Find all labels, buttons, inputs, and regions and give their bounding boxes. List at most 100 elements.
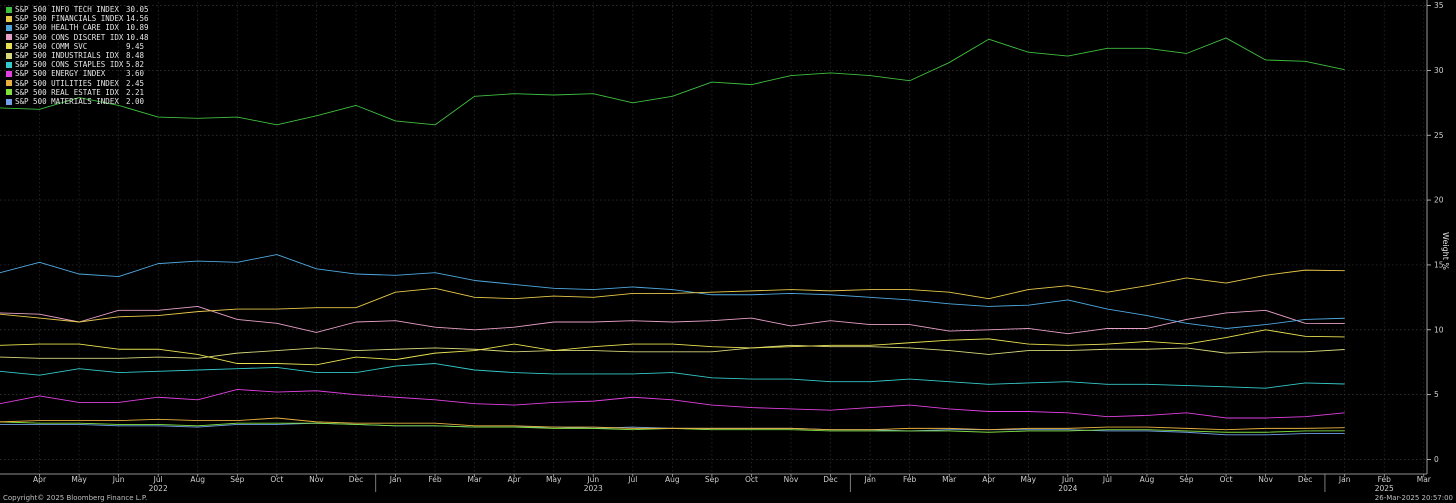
legend: S&P 500 INFO TECH INDEX 30.05 S&P 500 FINA… — [6, 5, 149, 106]
legend-label: S&P 500 MATERIALS INDEX — [15, 97, 119, 107]
legend-value: 3.60 — [126, 69, 145, 79]
year-label: 2022 — [149, 484, 168, 493]
x-tick-label: Mar — [1417, 475, 1432, 484]
legend-swatch — [6, 80, 12, 87]
x-tick-label: May — [71, 475, 87, 484]
series-line — [0, 417, 1345, 431]
gridlines — [0, 2, 1427, 474]
legend-value: 30.05 — [126, 5, 149, 14]
legend-item: S&P 500 UTILITIES INDEX 2.45 — [6, 79, 149, 88]
legend-item: S&P 500 CONS STAPLES IDX 5.82 — [6, 60, 149, 69]
legend-label: S&P 500 CONS STAPLES IDX — [15, 60, 124, 70]
legend-value: 9.45 — [126, 41, 145, 51]
legend-value: 5.82 — [126, 60, 145, 70]
copyright-text: Copyright© 2025 Bloomberg Finance L.P. — [3, 494, 148, 502]
series-line — [0, 363, 1345, 389]
x-tick-label: Jan — [1338, 475, 1351, 484]
series-line — [0, 389, 1345, 419]
legend-swatch — [6, 52, 12, 59]
y-tick-label: 5 — [1434, 390, 1439, 399]
legend-swatch — [6, 98, 12, 105]
legend-label: S&P 500 INDUSTRIALS IDX — [15, 51, 119, 61]
x-tick-label: Dec — [1298, 475, 1313, 484]
series-line — [0, 254, 1345, 329]
legend-swatch — [6, 43, 12, 50]
legend-label: S&P 500 REAL ESTATE IDX — [15, 87, 119, 97]
x-tick-label: Dec — [349, 475, 364, 484]
timestamp-text: 26-Mar-2025 20:57:00 — [1374, 494, 1453, 502]
x-tick-label: Nov — [1258, 475, 1273, 484]
legend-label: S&P 500 CONS DISCRET IDX — [15, 32, 124, 42]
y-axis: 0 5 10 15 20 25 30 35 Weight % — [1426, 0, 1450, 474]
x-tick-label: Apr — [33, 475, 47, 484]
y-tick-label: 20 — [1434, 196, 1444, 205]
y-tick-label: 35 — [1434, 1, 1444, 10]
y-axis-label: Weight % — [1441, 232, 1450, 270]
legend-swatch — [6, 6, 12, 13]
x-tick-label: Oct — [745, 475, 758, 484]
x-tick-label: Aug — [190, 475, 205, 484]
x-axis: Apr May Jun Jul Aug Sep Oct Nov Dec Jan Feb Mar Apr M… — [0, 473, 1432, 493]
x-tick-label: Aug — [1140, 475, 1155, 484]
legend-item: S&P 500 MATERIALS INDEX 2.00 — [6, 97, 149, 106]
year-label: 2024 — [1058, 484, 1077, 493]
year-label: 2025 — [1375, 484, 1394, 493]
y-tick-label: 0 — [1434, 455, 1439, 464]
x-tick-label: Dec — [823, 475, 838, 484]
x-tick-label: Mar — [468, 475, 483, 484]
series-line — [0, 344, 1345, 359]
x-tick-label: Jun — [112, 475, 125, 484]
x-tick-label: Jan — [389, 475, 402, 484]
series-lines — [0, 37, 1345, 436]
x-tick-label: May — [546, 475, 562, 484]
legend-label: S&P 500 INFO TECH INDEX — [15, 5, 119, 14]
x-tick-label: Jun — [1061, 475, 1074, 484]
legend-label: S&P 500 HEALTH CARE IDX — [15, 23, 119, 33]
x-tick-label: Feb — [428, 475, 442, 484]
legend-value: 2.21 — [126, 87, 145, 97]
x-tick-label: Jun — [586, 475, 599, 484]
legend-item: S&P 500 CONS DISCRET IDX 10.48 — [6, 33, 149, 42]
x-tick-label: Jul — [153, 475, 163, 484]
legend-item: S&P 500 INDUSTRIALS IDX 8.48 — [6, 51, 149, 60]
series-line — [0, 329, 1345, 366]
legend-item: S&P 500 FINANCIALS INDEX 14.56 — [6, 14, 149, 23]
legend-swatch — [6, 61, 12, 68]
x-tick-label: Sep — [230, 475, 244, 484]
legend-value: 2.00 — [126, 97, 145, 107]
y-tick-label: 25 — [1434, 131, 1444, 140]
x-tick-label: Jan — [863, 475, 876, 484]
y-tick-label: 30 — [1434, 66, 1444, 75]
x-tick-label: Feb — [1378, 475, 1392, 484]
legend-value: 10.89 — [126, 23, 149, 33]
x-tick-label: Jul — [627, 475, 637, 484]
x-tick-label: Aug — [665, 475, 680, 484]
legend-item: S&P 500 HEALTH CARE IDX 10.89 — [6, 23, 149, 32]
x-tick-label: Sep — [1179, 475, 1193, 484]
x-tick-label: May — [1021, 475, 1037, 484]
legend-swatch — [6, 15, 12, 22]
legend-value: 2.45 — [126, 78, 145, 88]
series-line — [0, 305, 1345, 335]
legend-value: 10.48 — [126, 32, 149, 42]
legend-item: S&P 500 REAL ESTATE IDX 2.21 — [6, 88, 149, 97]
legend-label: S&P 500 COMM SVC — [15, 41, 88, 51]
x-tick-label: Sep — [705, 475, 719, 484]
series-line — [0, 422, 1345, 436]
legend-item: S&P 500 COMM SVC 9.45 — [6, 42, 149, 51]
y-tick-label: 10 — [1434, 325, 1444, 334]
x-tick-label: Apr — [508, 475, 522, 484]
legend-value: 14.56 — [126, 14, 149, 24]
series-line — [0, 269, 1345, 323]
x-tick-label: Oct — [1220, 475, 1233, 484]
legend-label: S&P 500 UTILITIES INDEX — [15, 78, 119, 88]
legend-swatch — [6, 89, 12, 96]
x-tick-label: Nov — [309, 475, 324, 484]
legend-item: S&P 500 INFO TECH INDEX 30.05 — [6, 5, 149, 14]
legend-swatch — [6, 71, 12, 78]
legend-value: 8.48 — [126, 51, 145, 61]
series-line — [0, 37, 1345, 126]
x-tick-label: Apr — [982, 475, 996, 484]
x-tick-label: Mar — [942, 475, 957, 484]
x-tick-label: Feb — [903, 475, 917, 484]
